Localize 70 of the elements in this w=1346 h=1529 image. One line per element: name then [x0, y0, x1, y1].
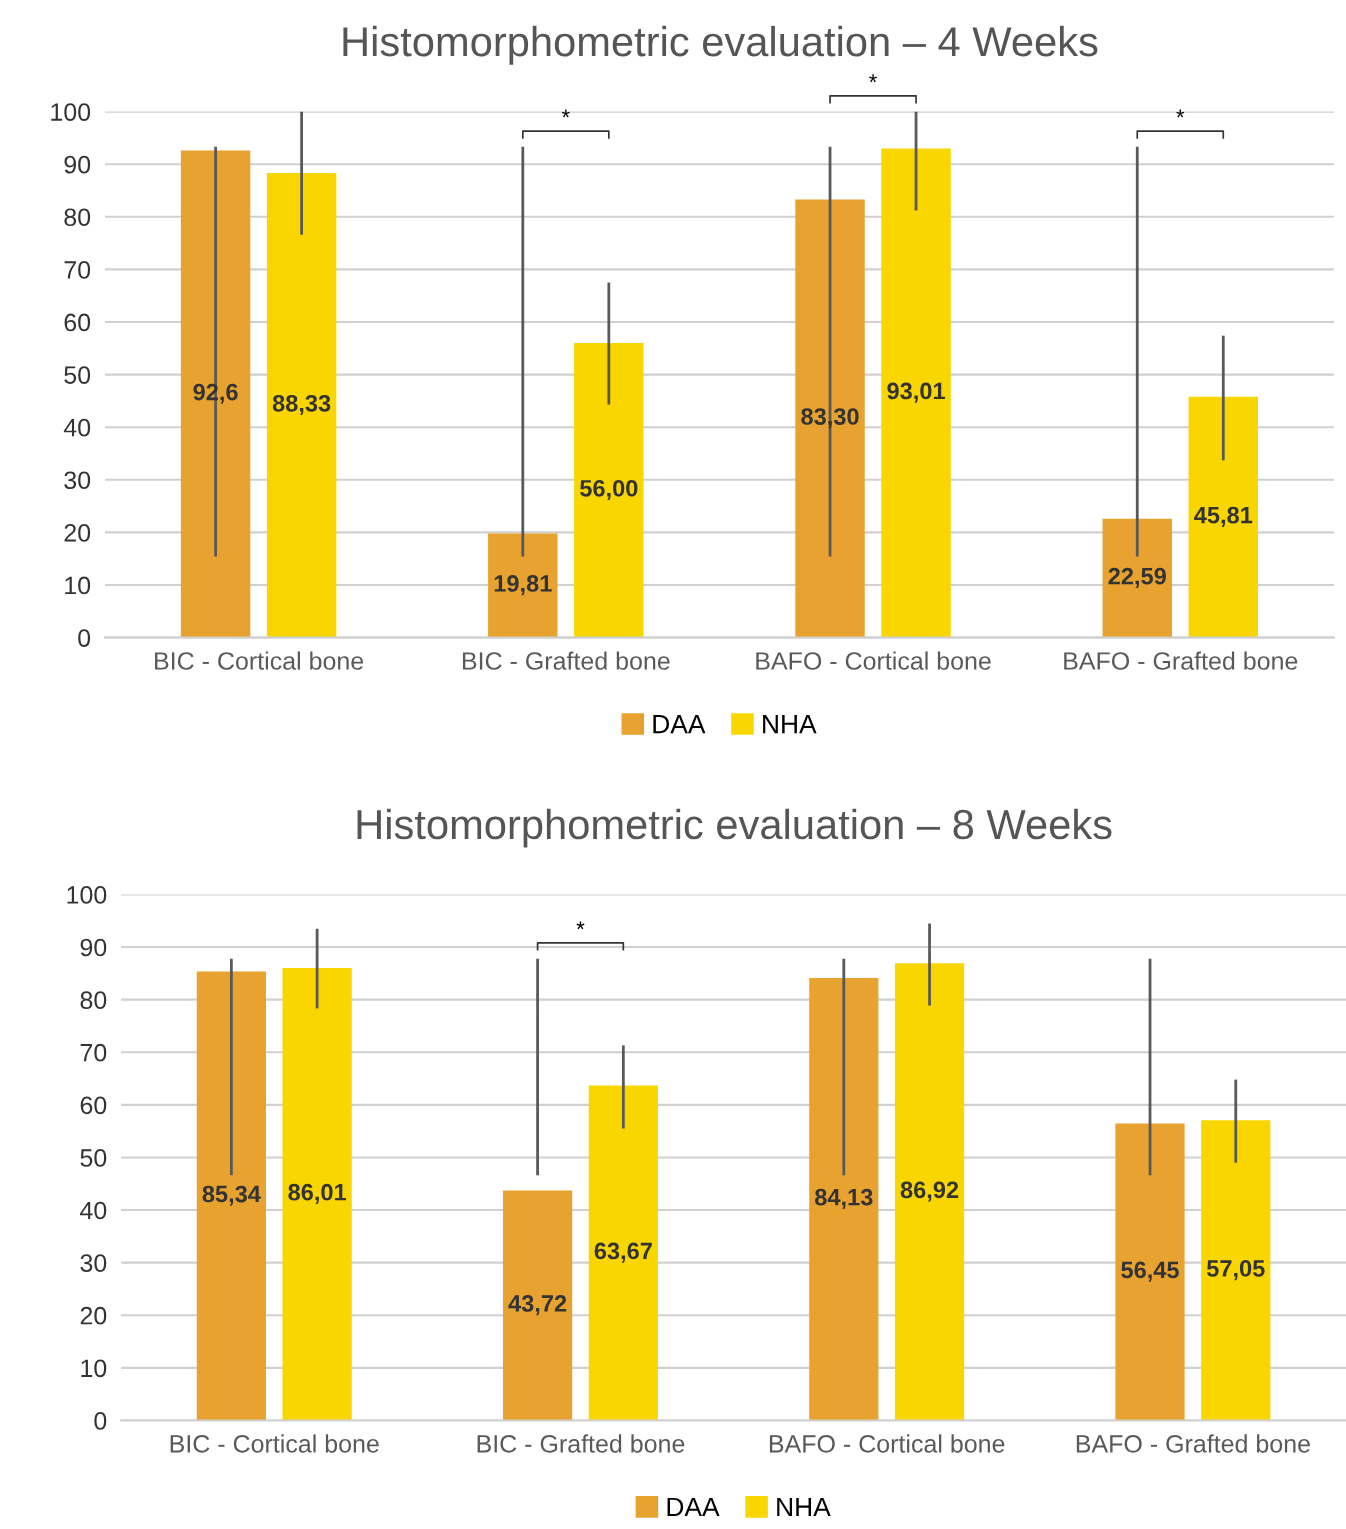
bar: [894, 963, 965, 1421]
data-label: 88,33: [272, 394, 331, 416]
bar: [196, 971, 266, 1421]
bar: [1188, 396, 1258, 638]
bar: [282, 968, 352, 1421]
y-tick-label: 40: [80, 1201, 107, 1220]
y-tick-label: 100: [67, 886, 107, 904]
y-tick-label: 50: [80, 1149, 107, 1167]
x-tick-label: BAFO - Cortical bone: [769, 1434, 1005, 1453]
annotation: *: [576, 921, 585, 930]
x-tick-label: BIC - Cortical bone: [170, 1434, 379, 1453]
bar: [502, 1190, 573, 1421]
y-tick-label: 0: [94, 1412, 107, 1430]
y-tick-label: 10: [81, 1359, 107, 1378]
y-tick-label: 20: [64, 524, 91, 542]
legend-label: DAA: [667, 1497, 720, 1517]
chart-title: Histomorphometric evaluation – 8 Weeks: [357, 808, 1112, 848]
legend-label: NHA: [777, 1497, 831, 1517]
y-tick-label: 30: [64, 471, 91, 490]
bar: [588, 1085, 658, 1421]
chart-title: Histomorphometric evaluation – 4 Weeks: [343, 25, 1098, 65]
x-tick-label: BIC - Cortical bone: [155, 651, 364, 670]
x-tick-label: BAFO - Cortical bone: [756, 651, 991, 670]
y-tick-label: 70: [64, 261, 91, 279]
data-label: 45,81: [1194, 506, 1253, 527]
bar: [795, 199, 865, 638]
data-label: 19,81: [494, 575, 552, 596]
text: *: [869, 74, 878, 83]
y-tick-label: 60: [80, 1096, 107, 1115]
legend-label: DAA: [653, 715, 706, 734]
data-label: 93,01: [887, 382, 945, 403]
bar: [180, 150, 251, 638]
x-tick-label: BIC - Grafted bone: [462, 651, 670, 670]
bar: [266, 173, 337, 638]
bar: [488, 533, 558, 638]
y-tick-label: 40: [63, 418, 91, 437]
bar: [1201, 1120, 1271, 1421]
y-tick-label: 10: [65, 576, 91, 595]
y-tick-label: 90: [64, 155, 91, 174]
data-label: 86,01: [288, 1183, 347, 1205]
legend-label: NHA: [763, 715, 817, 734]
data-label: 57,05: [1206, 1260, 1265, 1281]
y-tick-label: 80: [64, 208, 91, 227]
bar: [574, 343, 644, 638]
bar: [1115, 1123, 1185, 1421]
annotation: *: [1176, 109, 1185, 118]
data-label: 86,92: [900, 1181, 959, 1202]
bar: [881, 148, 951, 638]
bar: [809, 977, 879, 1421]
y-tick-label: 60: [64, 313, 91, 332]
bar: [1102, 518, 1172, 638]
data-label: 56,45: [1121, 1261, 1179, 1282]
x-tick-label: BAFO - Grafted bone: [1064, 651, 1298, 670]
annotation: *: [561, 109, 570, 118]
data-label: 56,00: [580, 479, 638, 501]
data-label: 84,13: [815, 1188, 873, 1209]
data-label: 43,72: [508, 1295, 567, 1316]
x-tick-label: BAFO - Grafted bone: [1076, 1434, 1310, 1453]
y-tick-label: 20: [80, 1306, 107, 1325]
data-label: 85,34: [202, 1185, 261, 1206]
y-tick-label: 50: [64, 366, 91, 384]
y-tick-label: 30: [80, 1254, 107, 1272]
y-tick-label: 0: [78, 629, 91, 647]
x-tick-label: BIC - Grafted bone: [477, 1434, 685, 1453]
data-label: 63,67: [594, 1242, 652, 1263]
y-tick-label: 70: [80, 1043, 107, 1062]
y-tick-label: 80: [80, 991, 107, 1009]
y-tick-label: 90: [80, 938, 107, 957]
y-tick-label: 100: [51, 103, 91, 121]
data-label: 22,59: [1108, 567, 1166, 588]
